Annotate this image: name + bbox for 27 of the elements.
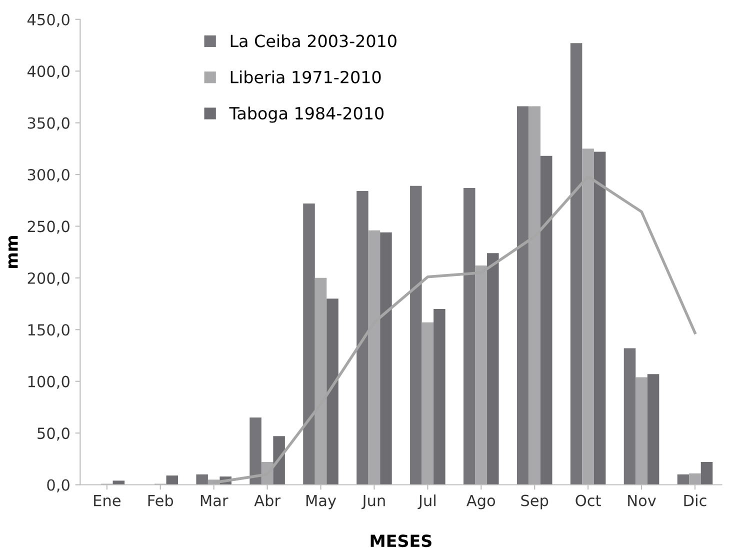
x-tick-label: Jul (418, 494, 436, 510)
legend-label: Taboga 1984-2010 (229, 106, 384, 123)
y-tick-label: 350,0 (28, 117, 70, 130)
y-tick-label: 0,0 (47, 479, 70, 492)
x-tick-label: Dic (684, 494, 706, 506)
x-tick-label: Sep (521, 494, 548, 510)
y-tick-label: 400,0 (27, 66, 70, 79)
x-tick-label: May (306, 494, 336, 510)
y-tick-label: 100,0 (28, 376, 70, 389)
x-tick-label: Ago (466, 494, 496, 510)
y-tick-label: 250,0 (28, 220, 70, 234)
x-tick-label: Oct (576, 494, 601, 506)
x-tick-label: Feb (148, 494, 174, 506)
y-tick-label: 150,0 (28, 324, 70, 338)
x-axis-title: MESES (370, 534, 432, 548)
y-tick-label: 300,0 (28, 168, 70, 182)
y-tick-label: 200,0 (28, 272, 70, 286)
legend-label: Liberia 1971-2010 (230, 70, 381, 84)
x-tick-label: Abr (254, 494, 281, 506)
y-tick-label: 450,0 (27, 14, 70, 27)
x-tick-label: Nov (628, 494, 656, 506)
x-tick-label: Jun (361, 494, 385, 510)
legend-label: La Ceiba 2003-2010 (230, 34, 396, 48)
x-tick-label: Ene (94, 494, 120, 506)
y-tick-label: 50,0 (38, 428, 70, 441)
x-tick-label: Mar (200, 494, 228, 506)
y-axis-title: mm (8, 236, 18, 268)
